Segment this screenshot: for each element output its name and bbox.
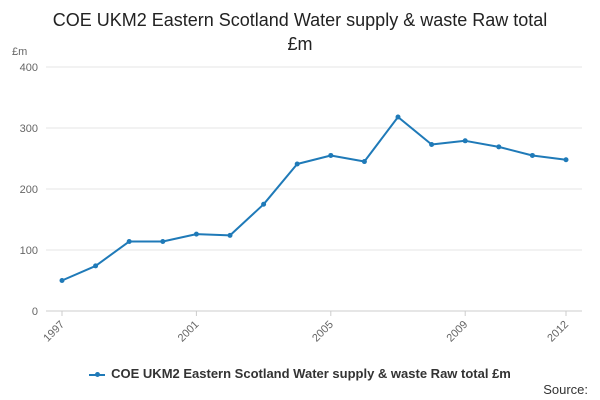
data-point-2012[interactable] (563, 157, 569, 163)
data-point-2002[interactable] (227, 232, 233, 238)
data-point-1997[interactable] (59, 278, 65, 283)
data-point-2000[interactable] (160, 238, 166, 244)
x-tick-label-2009: 2009 (445, 319, 471, 345)
x-axis: 1997 2001 2005 2009 2012 (41, 311, 571, 344)
data-point-2009[interactable] (462, 138, 468, 144)
data-point-2007[interactable] (395, 114, 401, 120)
data-point-1999[interactable] (126, 238, 132, 244)
data-point-1998[interactable] (93, 263, 99, 269)
y-tick-label-100: 100 (20, 245, 38, 257)
source-label: Source: (543, 382, 588, 397)
x-tick-label-1997: 1997 (41, 319, 67, 345)
series-group (59, 114, 569, 283)
data-point-2001[interactable] (193, 231, 199, 237)
x-tick-label-2005: 2005 (310, 319, 336, 345)
x-tick-label-2001: 2001 (176, 319, 202, 345)
gridlines (46, 66, 582, 312)
legend-swatch-icon (89, 371, 106, 377)
data-point-2005[interactable] (328, 152, 334, 158)
series-line-0 (61, 116, 567, 282)
x-tick-label-2012: 2012 (545, 319, 571, 345)
data-point-2003[interactable] (261, 201, 267, 207)
legend-label: COE UKM2 Eastern Scotland Water supply &… (111, 366, 511, 381)
y-tick-label-400: 400 (20, 62, 38, 74)
y-tick-label-0: 0 (32, 306, 38, 318)
y-tick-label-200: 200 (20, 184, 38, 196)
y-tick-label-300: 300 (20, 123, 38, 135)
y-axis-unit-label: £m (12, 46, 27, 58)
y-axis: 0 100 200 300 400 (20, 62, 38, 318)
chart-title: COE UKM2 Eastern Scotland Water supply &… (52, 10, 548, 54)
data-point-2008[interactable] (429, 141, 435, 147)
data-point-2006[interactable] (361, 159, 367, 165)
data-point-2004[interactable] (294, 161, 300, 167)
data-point-2011[interactable] (529, 152, 535, 158)
data-point-2010[interactable] (496, 144, 502, 150)
legend[interactable]: COE UKM2 Eastern Scotland Water supply &… (0, 366, 600, 381)
